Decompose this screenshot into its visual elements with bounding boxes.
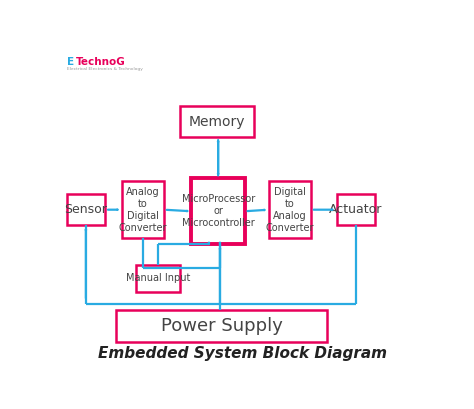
Text: MicroProcessor
or
Microcontroller: MicroProcessor or Microcontroller [182,194,255,228]
Text: Memory: Memory [189,115,246,128]
Text: Manual Input: Manual Input [126,273,191,283]
Text: Sensor: Sensor [64,203,107,216]
FancyBboxPatch shape [269,181,311,238]
Text: TechnoG: TechnoG [76,57,126,67]
FancyBboxPatch shape [181,106,254,137]
Text: Embedded System Block Diagram: Embedded System Block Diagram [99,346,387,361]
Text: Electrical Electronics & Technology: Electrical Electronics & Technology [67,67,143,71]
Text: Power Supply: Power Supply [161,317,283,335]
FancyBboxPatch shape [116,310,328,342]
Text: Digital
to
Analog
Converter: Digital to Analog Converter [265,187,314,233]
FancyBboxPatch shape [337,194,375,225]
Text: Analog
to
Digital
Converter: Analog to Digital Converter [118,187,167,233]
FancyBboxPatch shape [137,265,181,292]
FancyBboxPatch shape [122,181,164,238]
FancyBboxPatch shape [191,178,245,244]
Text: E: E [67,57,74,67]
Text: Actuator: Actuator [329,203,383,216]
FancyBboxPatch shape [66,194,105,225]
